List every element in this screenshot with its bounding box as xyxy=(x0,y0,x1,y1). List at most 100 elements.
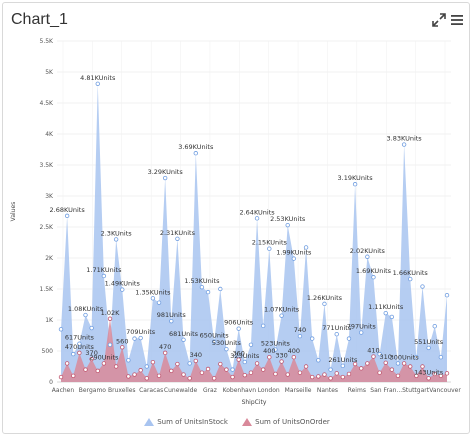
y-tick-label: 1.5K xyxy=(40,286,55,293)
point-stock xyxy=(126,358,131,363)
point-stock xyxy=(248,342,254,347)
legend-label-stock: Sum of UnitsInStock xyxy=(157,418,228,426)
point-order xyxy=(64,361,70,366)
point-order xyxy=(303,364,309,369)
data-label: 410 xyxy=(367,347,379,355)
data-label: 906Units xyxy=(224,319,254,327)
point-order xyxy=(444,371,450,376)
data-label: 261Units xyxy=(328,356,358,364)
legend-item-stock[interactable]: Sum of UnitsInStock xyxy=(144,418,228,426)
x-tick-label: Nantes xyxy=(317,387,338,394)
data-label: 681Units xyxy=(169,330,199,338)
data-label: 1.02K xyxy=(101,309,120,317)
point-stock xyxy=(359,330,364,335)
data-label: 3.19KUnits xyxy=(338,174,374,182)
legend-item-order[interactable]: Sum of UnitsOnOrder xyxy=(242,418,330,426)
point-order xyxy=(273,371,278,377)
point-order xyxy=(260,367,266,372)
point-order xyxy=(346,371,352,377)
point-stock xyxy=(260,323,266,329)
point-order xyxy=(371,354,376,359)
data-label: 1.26KUnits xyxy=(307,294,343,302)
point-stock xyxy=(95,81,100,86)
y-tick-label: 4.5K xyxy=(40,100,55,107)
point-order xyxy=(83,367,88,372)
hamburger-menu-icon[interactable] xyxy=(449,12,465,28)
point-order xyxy=(377,370,382,375)
point-stock xyxy=(408,276,413,282)
point-stock xyxy=(113,237,119,242)
point-order xyxy=(310,374,315,380)
data-label: 360 xyxy=(232,350,244,358)
point-order xyxy=(193,358,198,364)
x-axis-title: ShipCity xyxy=(242,399,267,406)
point-stock xyxy=(279,313,284,318)
point-stock xyxy=(211,339,217,344)
point-order xyxy=(187,376,192,381)
point-order xyxy=(218,361,223,367)
expand-icon[interactable] xyxy=(431,12,447,28)
point-stock xyxy=(150,296,156,301)
data-label: 340 xyxy=(190,351,202,359)
point-stock xyxy=(138,335,143,341)
x-tick-label: Graz xyxy=(203,387,217,394)
point-order xyxy=(120,345,125,350)
point-order xyxy=(334,371,339,376)
chart-plot: 0 500 1K 1.5K 2K 2.5K 3K 3.5K 4K 4.5K 5K 5.5K Aachen… xyxy=(10,38,461,406)
data-label: 310 xyxy=(380,353,392,361)
point-stock xyxy=(401,142,407,147)
point-stock xyxy=(64,213,70,219)
point-order xyxy=(230,374,235,380)
point-stock xyxy=(444,293,450,298)
data-label: 551Units xyxy=(414,338,444,346)
point-stock xyxy=(169,318,174,324)
point-order xyxy=(316,374,321,379)
point-stock xyxy=(224,346,229,352)
point-order xyxy=(267,355,272,360)
point-order xyxy=(175,361,180,367)
data-label: 560 xyxy=(116,337,128,345)
data-label: 2.3KUnits xyxy=(101,229,133,237)
point-order xyxy=(224,367,229,372)
point-stock xyxy=(181,337,186,342)
y-tick-label: 2K xyxy=(45,255,54,262)
point-order xyxy=(89,356,94,362)
x-tick-label: Bruxelles xyxy=(108,387,136,394)
point-stock xyxy=(310,336,315,341)
point-order xyxy=(248,370,254,375)
area-series-order xyxy=(61,318,447,382)
point-order xyxy=(285,372,290,377)
point-stock xyxy=(175,236,180,241)
point-stock xyxy=(77,341,82,346)
point-order xyxy=(254,361,260,366)
point-order xyxy=(401,361,407,366)
legend: Sum of UnitsInStock Sum of UnitsOnOrder xyxy=(3,418,471,428)
x-tick-label: Reims xyxy=(348,387,366,394)
point-order xyxy=(236,357,241,362)
data-label: 797Units xyxy=(347,323,377,331)
point-stock xyxy=(120,287,125,292)
point-order xyxy=(395,373,401,378)
point-order xyxy=(132,372,137,377)
data-label: 1.69KUnits xyxy=(356,267,392,275)
y-tick-label: 2.5K xyxy=(40,224,55,231)
point-order xyxy=(389,367,395,372)
point-stock xyxy=(352,182,358,187)
point-order xyxy=(426,376,431,381)
point-order xyxy=(77,350,82,356)
point-stock xyxy=(58,327,64,332)
point-stock xyxy=(316,358,321,363)
data-label: 771Units xyxy=(322,324,352,332)
point-stock xyxy=(107,342,113,347)
data-label: 400 xyxy=(263,347,275,355)
point-stock xyxy=(389,314,395,320)
data-label: 400 xyxy=(288,347,300,355)
point-order xyxy=(156,373,162,378)
point-order xyxy=(199,370,205,375)
area-series-stock xyxy=(61,83,447,382)
data-label: 2.02KUnits xyxy=(350,247,386,255)
point-stock xyxy=(162,175,168,181)
point-order xyxy=(279,359,284,364)
point-order xyxy=(438,373,444,378)
chart-widget: Chart_1 0 500 1K 1.5K 2K 2.5K 3K 3.5K 4K 4.5K 5K 5.… xyxy=(2,2,470,434)
